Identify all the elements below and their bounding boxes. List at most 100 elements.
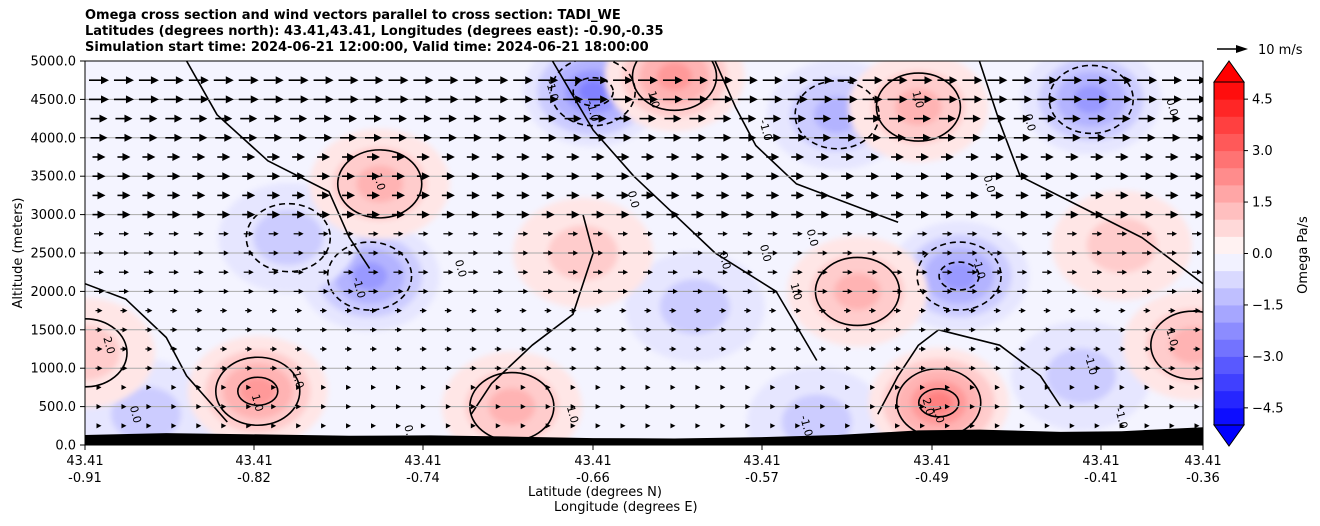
wind-vector-1250-44 bbox=[1193, 346, 1201, 352]
wind-vector-head bbox=[1145, 210, 1154, 219]
wind-vector-head bbox=[197, 327, 203, 333]
wind-vector-1250-9 bbox=[320, 346, 328, 352]
wind-vector-head bbox=[1145, 346, 1151, 352]
wind-vector-head bbox=[944, 423, 950, 429]
wind-vector-head bbox=[121, 423, 127, 429]
wind-vector-2250-23 bbox=[667, 269, 678, 275]
wind-vector-head bbox=[396, 191, 405, 200]
wind-vector-4500-37 bbox=[1012, 95, 1033, 104]
wind-vector-head bbox=[222, 346, 228, 352]
wind-vector-head bbox=[1147, 114, 1156, 123]
wind-vector-2000-20 bbox=[593, 288, 604, 294]
wind-vector-3000-32 bbox=[891, 210, 905, 219]
wind-vector-head bbox=[873, 133, 882, 142]
wind-vector-head bbox=[571, 365, 577, 371]
wind-vector-head bbox=[545, 384, 551, 390]
wind-vector-3250-21 bbox=[616, 191, 630, 200]
wind-vector-4250-37 bbox=[1013, 114, 1031, 123]
wind-vector-head bbox=[945, 346, 951, 352]
wind-vector-750-9 bbox=[321, 384, 327, 390]
wind-vector-3750-28 bbox=[791, 153, 805, 161]
wind-vector-head bbox=[398, 133, 407, 142]
wind-vector-head bbox=[546, 191, 555, 200]
title-line-3: Simulation start time: 2024-06-21 12:00:… bbox=[85, 40, 649, 55]
wind-vector-head bbox=[571, 210, 580, 219]
wind-vector-head bbox=[196, 404, 202, 410]
wind-vector-head bbox=[648, 114, 657, 123]
wind-vector-head bbox=[920, 423, 925, 429]
wind-vector-2000-12 bbox=[393, 288, 404, 294]
wind-vector-500-41 bbox=[1119, 404, 1125, 410]
wind-vector-4500-6 bbox=[238, 95, 259, 104]
wind-vector-2500-23 bbox=[667, 250, 678, 256]
wind-vector-2750-0 bbox=[94, 231, 104, 237]
y-tick-label-7: 3500.0 bbox=[31, 170, 77, 185]
wind-vector-3750-27 bbox=[766, 153, 780, 161]
wind-vector-4000-0 bbox=[90, 133, 108, 142]
wind-vector-1250-35 bbox=[968, 346, 976, 352]
wind-vector-2250-20 bbox=[593, 269, 604, 275]
wind-vector-4750-12 bbox=[388, 76, 409, 85]
wind-vector-1250-17 bbox=[519, 346, 527, 352]
wind-vector-head bbox=[495, 404, 501, 410]
wind-vector-4500-40 bbox=[1087, 95, 1108, 104]
wind-vector-head bbox=[595, 384, 601, 390]
wind-vector-head bbox=[847, 269, 853, 275]
wind-vector-750-8 bbox=[296, 384, 302, 390]
wind-vector-head bbox=[1122, 133, 1131, 142]
wind-vector-3000-14 bbox=[441, 210, 455, 219]
wind-vector-3250-31 bbox=[866, 191, 880, 200]
wind-vector-3750-36 bbox=[990, 153, 1004, 161]
wind-vector-1250-22 bbox=[644, 346, 652, 352]
wind-vector-head bbox=[746, 308, 752, 314]
wind-vector-head bbox=[473, 114, 482, 123]
colorbar-band-14 bbox=[1214, 167, 1244, 186]
wind-vector-head bbox=[897, 288, 903, 294]
wind-vector-1250-8 bbox=[295, 346, 303, 352]
wind-vector-1750-42 bbox=[1143, 308, 1151, 314]
wind-vector-2500-26 bbox=[742, 250, 753, 256]
wind-vector-head bbox=[1047, 288, 1053, 294]
wind-vector-head bbox=[172, 210, 181, 219]
wind-vector-250-27 bbox=[770, 423, 776, 429]
wind-vector-1000-24 bbox=[694, 365, 702, 371]
wind-vector-head bbox=[797, 288, 803, 294]
contour-inner-0 bbox=[572, 76, 614, 107]
wind-vector-head bbox=[172, 365, 178, 371]
wind-vector-head bbox=[949, 95, 958, 104]
wind-vector-head bbox=[545, 404, 551, 410]
wind-vector-head bbox=[772, 231, 778, 237]
wind-vector-3000-1 bbox=[117, 210, 131, 219]
wind-vector-3750-22 bbox=[641, 153, 655, 161]
wind-vector-2500-15 bbox=[468, 250, 479, 256]
wind-vector-4000-33 bbox=[914, 133, 931, 142]
wind-vector-1000-15 bbox=[469, 365, 477, 371]
wind-vector-head bbox=[247, 172, 256, 181]
wind-vector-1500-20 bbox=[594, 327, 602, 333]
wind-vector-head bbox=[1170, 191, 1179, 200]
wind-vector-head bbox=[450, 76, 459, 85]
wind-vector-head bbox=[646, 210, 655, 219]
contour-line-3 bbox=[916, 241, 1002, 311]
wind-vector-3500-24 bbox=[691, 172, 705, 181]
wind-vector-4500-22 bbox=[638, 95, 658, 104]
wind-vector-250-33 bbox=[920, 423, 925, 429]
wind-vector-1500-32 bbox=[894, 327, 902, 333]
wind-vector-1000-41 bbox=[1118, 365, 1126, 371]
x-tick-lon-3: -0.66 bbox=[576, 471, 610, 486]
wind-vector-3500-41 bbox=[1115, 172, 1129, 181]
wind-vector-250-30 bbox=[845, 423, 851, 429]
wind-vector-head bbox=[395, 384, 401, 390]
wind-vector-1750-25 bbox=[719, 308, 727, 314]
wind-vector-4000-22 bbox=[639, 133, 657, 142]
wind-vector-head bbox=[197, 153, 206, 161]
wind-vector-head bbox=[1070, 191, 1079, 200]
wind-vector-head bbox=[970, 191, 979, 200]
wind-vector-2000-18 bbox=[543, 288, 554, 294]
wind-vector-1750-38 bbox=[1043, 308, 1051, 314]
wind-vector-head bbox=[495, 384, 501, 390]
omega-band-7-2 bbox=[110, 386, 181, 442]
wind-vector-head bbox=[1119, 404, 1125, 410]
wind-vector-head bbox=[173, 288, 179, 294]
wind-vector-1500-16 bbox=[494, 327, 502, 333]
